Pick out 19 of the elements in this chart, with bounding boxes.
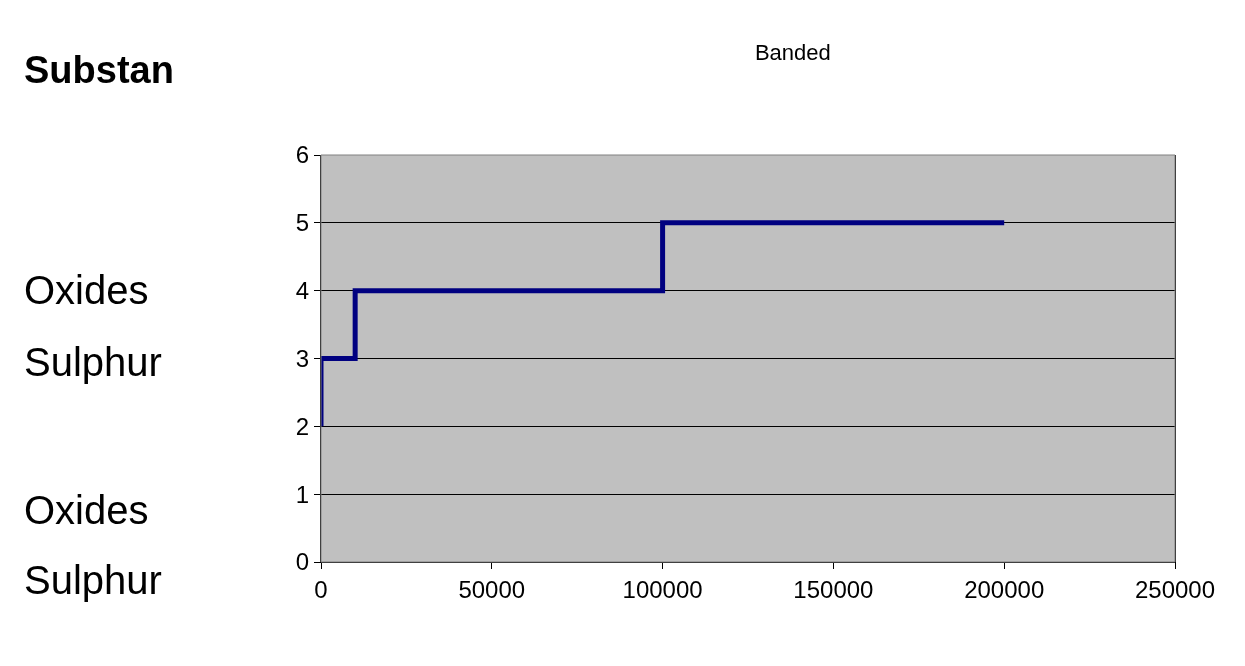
text: Substan xyxy=(24,49,174,91)
x-tick-label: 0 xyxy=(314,575,328,603)
y-tick-label: 6 xyxy=(295,141,310,169)
x-tick-label: 200000 xyxy=(964,575,1045,603)
x-tick-label: 250000 xyxy=(1134,575,1216,603)
x-tick-label: 150000 xyxy=(793,575,874,603)
x-tick-label: 100000 xyxy=(622,575,703,603)
chart-title: Banded xyxy=(754,39,831,65)
y-tick-label: 2 xyxy=(295,412,310,440)
text: Sulphur xyxy=(24,340,162,384)
x-tick-label: 50000 xyxy=(458,575,526,603)
y-tick-label: 5 xyxy=(295,209,310,237)
text: Sulphur xyxy=(24,558,162,602)
y-tick-label: 0 xyxy=(295,548,310,576)
y-tick-label: 1 xyxy=(295,480,310,508)
y-tick-label: 4 xyxy=(295,277,310,305)
text: Oxides xyxy=(24,488,149,532)
text: Oxides xyxy=(24,268,149,312)
y-tick-label: 3 xyxy=(295,344,310,372)
